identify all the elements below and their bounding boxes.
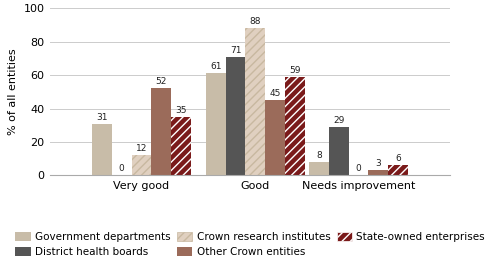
Text: 31: 31 [96,113,108,122]
Text: 0: 0 [119,164,124,174]
Bar [285,77,304,175]
Bar [246,28,265,175]
Bar [132,155,152,175]
Text: 45: 45 [270,89,280,98]
Text: 12: 12 [136,145,147,153]
Text: 6: 6 [395,155,401,163]
Text: 35: 35 [175,106,186,115]
Y-axis label: % of all entities: % of all entities [8,49,18,135]
Text: 61: 61 [210,62,222,71]
Text: 59: 59 [289,66,300,75]
Bar [226,57,246,175]
Bar [92,124,112,175]
Bar [206,73,226,175]
Bar [265,100,285,175]
Text: 52: 52 [156,78,167,86]
Text: 29: 29 [333,116,344,125]
Bar [309,162,329,175]
Text: 8: 8 [316,151,322,160]
Text: 3: 3 [376,159,381,169]
Text: 88: 88 [250,17,261,26]
Bar [388,165,408,175]
Text: 71: 71 [230,46,241,55]
Bar [368,170,388,175]
Bar [171,117,191,175]
Bar [152,88,171,175]
Bar [329,127,348,175]
Text: 0: 0 [356,164,362,174]
Legend: Government departments, District health boards, Crown research institutes, Other: Government departments, District health … [11,228,489,261]
